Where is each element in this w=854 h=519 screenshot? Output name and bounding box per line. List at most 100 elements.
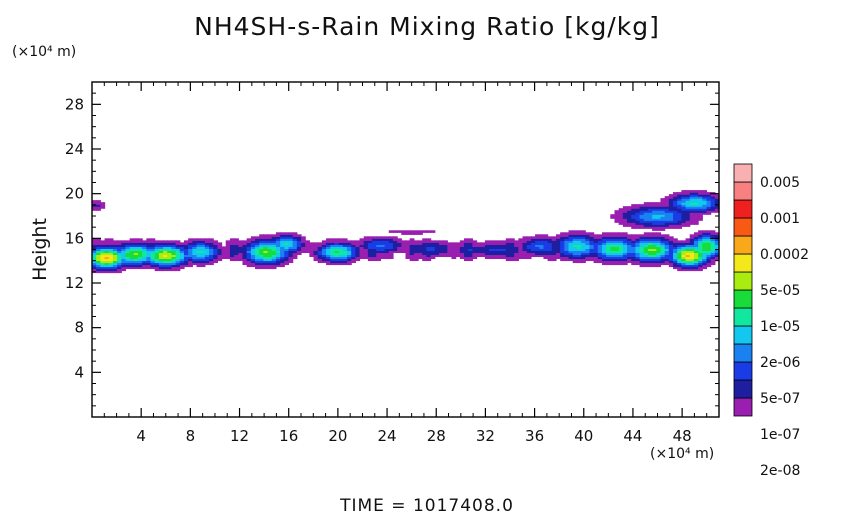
heatmap-cell (673, 266, 678, 270)
heatmap-cell (472, 254, 478, 258)
heatmap-cell (405, 246, 411, 249)
heatmap-cell (96, 268, 101, 272)
heatmap-cell (292, 252, 298, 256)
heatmap-cell (652, 238, 657, 241)
heatmap-cell (597, 254, 603, 258)
heatmap-cell (150, 240, 156, 243)
heatmap-cell (154, 260, 160, 264)
heatmap-cell (664, 244, 670, 247)
heatmap-cell (137, 240, 143, 243)
heatmap-cell (706, 244, 712, 247)
heatmap-cell (530, 240, 536, 243)
heatmap-cell (459, 256, 465, 260)
heatmap-cell (117, 250, 122, 254)
heatmap-cell (639, 244, 645, 247)
colorbar-segment (733, 163, 753, 183)
heatmap-cell (313, 250, 319, 254)
heatmap-cell (438, 250, 444, 254)
heatmap-cell (576, 230, 582, 233)
heatmap-cell (656, 240, 662, 243)
heatmap-cell (568, 236, 574, 239)
heatmap-cell (401, 250, 407, 254)
heatmap-cell (443, 246, 448, 249)
heatmap-cell (142, 254, 147, 258)
heatmap-cell (92, 204, 97, 207)
heatmap-cell (363, 252, 369, 256)
heatmap-cell (154, 254, 160, 258)
heatmap-cell (250, 264, 256, 268)
heatmap-cell (689, 208, 695, 211)
heatmap-cell (673, 204, 678, 207)
heatmap-cell (259, 252, 264, 256)
heatmap-cell (363, 244, 369, 247)
heatmap-cell (627, 214, 632, 217)
heatmap-cell (714, 250, 720, 254)
heatmap-cell (652, 250, 657, 254)
heatmap-cell (455, 250, 461, 254)
heatmap-cell (221, 256, 227, 260)
heatmap-cell (635, 212, 641, 215)
heatmap-cell (158, 250, 164, 254)
heatmap-cell (192, 244, 198, 247)
heatmap-cell (631, 246, 636, 249)
heatmap-cell (698, 234, 703, 237)
heatmap-cell (652, 216, 657, 219)
heatmap-cell (167, 250, 173, 254)
heatmap-cell (543, 252, 549, 256)
heatmap-cell (560, 254, 565, 258)
heatmap-cell (581, 242, 586, 245)
heatmap-cell (643, 240, 649, 243)
heatmap-cell (635, 240, 641, 243)
heatmap-cell (117, 240, 122, 243)
heatmap-cell (229, 250, 235, 254)
heatmap-cell (183, 240, 189, 243)
heatmap-cell (392, 244, 398, 247)
heatmap-cell (714, 210, 720, 213)
heatmap-cell (426, 254, 432, 258)
heatmap-cell (639, 246, 645, 249)
heatmap-cell (631, 256, 636, 260)
heatmap-cell (702, 242, 708, 245)
heatmap-cell (213, 246, 218, 249)
heatmap-cell (647, 236, 653, 239)
heatmap-cell (150, 246, 156, 249)
heatmap-cell (334, 256, 340, 260)
heatmap-cell (585, 238, 591, 241)
heatmap-cell (627, 256, 632, 260)
heatmap-cell (125, 266, 131, 270)
heatmap-cell (664, 250, 670, 254)
heatmap-cell (405, 240, 411, 243)
heatmap-cell (133, 250, 139, 254)
heatmap-cell (493, 250, 499, 254)
heatmap-cell (698, 264, 703, 268)
heatmap-cell (355, 252, 361, 256)
heatmap-cell (367, 236, 373, 239)
heatmap-cell (384, 254, 390, 258)
heatmap-cell (706, 240, 712, 243)
heatmap-cell (668, 238, 674, 241)
heatmap-cell (530, 252, 536, 256)
heatmap-cell (137, 250, 143, 254)
heatmap-cell (673, 260, 678, 264)
heatmap-cell (618, 220, 624, 223)
heatmap-cell (384, 256, 390, 260)
heatmap-cell (518, 254, 524, 258)
heatmap-cell (698, 242, 703, 245)
heatmap-cell (125, 252, 131, 256)
heatmap-cell (438, 248, 444, 251)
heatmap-cell (413, 230, 419, 233)
heatmap-cell (338, 258, 344, 262)
heatmap-cell (309, 244, 315, 247)
heatmap-cell (267, 262, 273, 266)
heatmap-cell (125, 244, 131, 247)
heatmap-cell (610, 238, 616, 241)
heatmap-cell (547, 236, 553, 239)
colorbar-segment (733, 235, 753, 255)
heatmap-cell (610, 240, 616, 243)
heatmap-cell (710, 202, 716, 205)
heatmap-cell (673, 256, 678, 260)
heatmap-cell (196, 240, 202, 243)
heatmap-cell (656, 212, 662, 215)
heatmap-cell (284, 238, 290, 241)
heatmap-cell (606, 262, 611, 266)
